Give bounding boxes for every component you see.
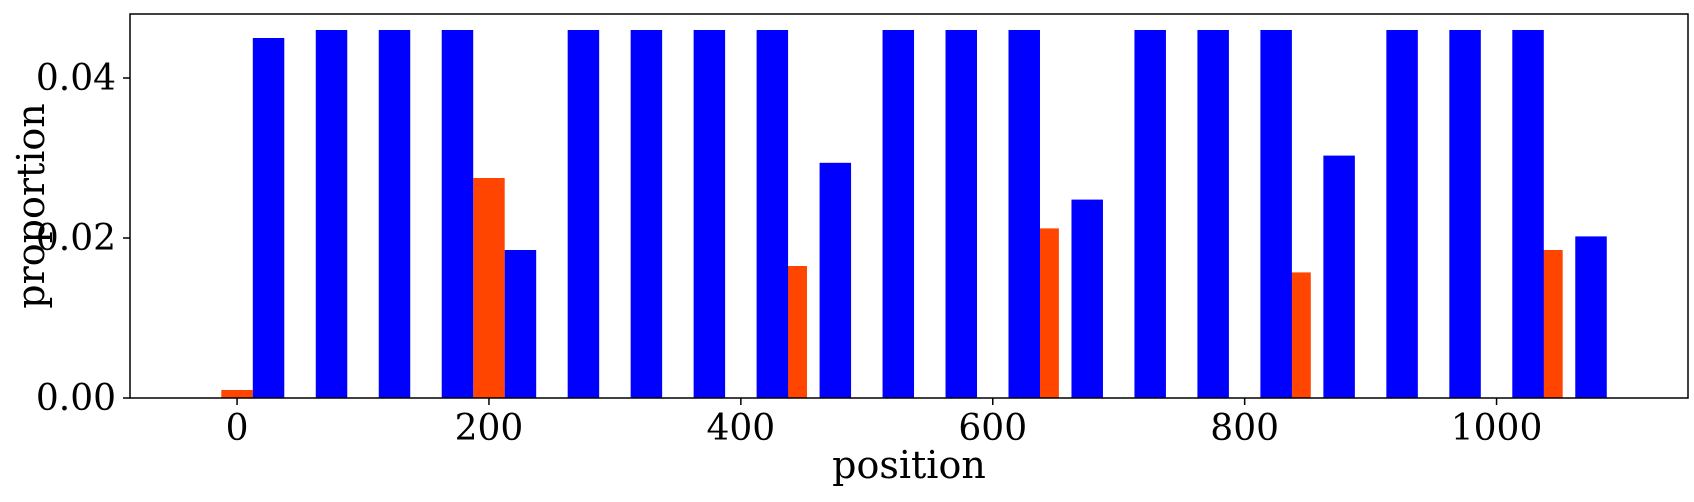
y-axis-ticks: 0.00 0.02 0.04 [36, 58, 130, 419]
bar-series1-0 [252, 38, 285, 398]
bar-series1-19 [1449, 30, 1481, 398]
bar-series0-0 [221, 390, 253, 398]
x-axis-label: position [832, 443, 986, 487]
bar-series1-14 [1134, 30, 1166, 398]
bar-series0-1 [473, 178, 505, 398]
bar-series1-11 [945, 30, 978, 398]
x-tick-label: 400 [706, 408, 775, 449]
bar-series1-15 [1197, 30, 1229, 398]
y-axis-label: proportion [9, 103, 53, 309]
bar-series1-7 [693, 30, 726, 398]
bar-series1-10 [882, 30, 915, 398]
plot-frame [129, 13, 1689, 399]
bar-series1-2 [378, 30, 411, 398]
x-tick-label: 1000 [1451, 408, 1543, 449]
y-tick-label: 0.00 [36, 378, 116, 419]
y-tick-label: 0.02 [36, 218, 116, 259]
bar-series1-4 [504, 250, 537, 398]
x-tick-label: 600 [958, 408, 1027, 449]
bar-series1-12 [1008, 30, 1040, 398]
bar-series1-21 [1575, 236, 1607, 398]
bar-series1-20 [1512, 30, 1544, 398]
bar-series1-18 [1386, 30, 1418, 398]
x-tick-label: 200 [455, 408, 524, 449]
bar-series1-17 [1323, 155, 1355, 398]
bar-series1-1 [315, 30, 348, 398]
bar-series1-5 [567, 30, 600, 398]
bars-layer [221, 30, 1607, 398]
bar-series1-9 [819, 162, 852, 398]
y-tick-label: 0.04 [36, 58, 116, 99]
bar-series1-13 [1071, 199, 1103, 398]
bar-series1-6 [630, 30, 663, 398]
x-tick-label: 800 [1210, 408, 1279, 449]
bar-series1-16 [1260, 30, 1292, 398]
x-tick-label: 0 [226, 408, 249, 449]
bar-series1-8 [756, 30, 789, 398]
bar-series1-3 [441, 30, 474, 398]
x-axis-ticks: 0 200 400 600 800 1000 [226, 398, 1543, 449]
